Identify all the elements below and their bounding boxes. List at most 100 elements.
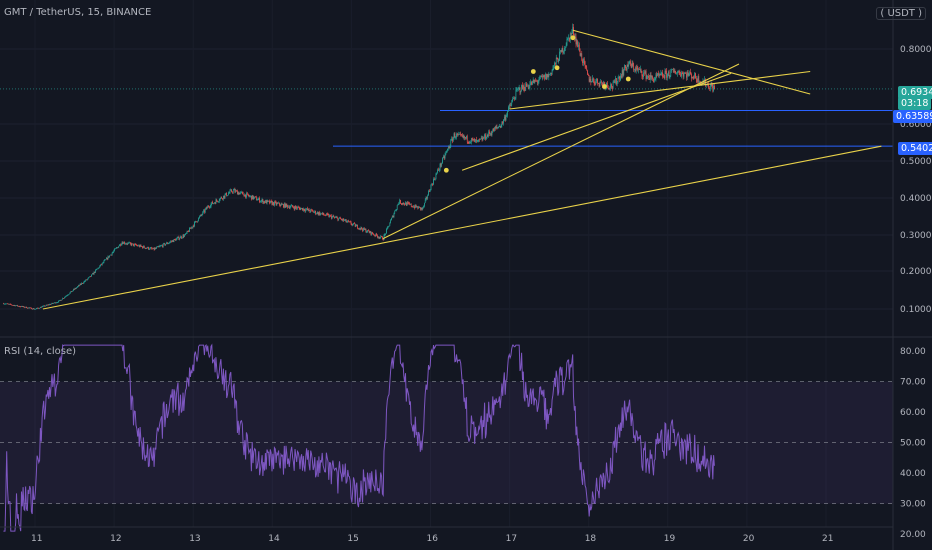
candle-body — [141, 246, 143, 248]
candle-body — [137, 245, 139, 247]
candle-body — [192, 225, 194, 228]
candle-body — [200, 214, 202, 216]
candle-body — [72, 290, 73, 292]
candle-body — [586, 66, 588, 71]
candle-body — [340, 218, 342, 220]
candle-body — [277, 203, 279, 204]
rsi-series[interactable] — [3, 343, 715, 532]
candle-body — [476, 140, 478, 142]
candle-body — [164, 243, 166, 246]
candle-body — [124, 243, 126, 245]
candle-body — [194, 221, 196, 223]
candle-body — [11, 304, 12, 306]
candle-body — [540, 76, 541, 77]
candle-body — [330, 215, 331, 217]
candle-body — [345, 219, 347, 222]
candle-body — [120, 244, 122, 246]
candle-body — [442, 157, 443, 164]
candle-body — [26, 307, 28, 309]
candle-body — [517, 87, 519, 89]
trendlines[interactable] — [42, 29, 882, 310]
candle-body — [8, 303, 10, 305]
candle-body — [672, 68, 673, 70]
candle-body — [89, 276, 91, 278]
candle-body — [529, 84, 531, 88]
candle-body — [331, 216, 333, 219]
candle-body — [633, 65, 635, 70]
horizontal-levels[interactable] — [0, 88, 893, 147]
candle-body — [360, 227, 362, 229]
candle-body — [544, 75, 546, 80]
candle-body — [257, 199, 259, 201]
candle-body — [30, 307, 31, 309]
candle-body — [573, 27, 574, 36]
candle-body — [599, 82, 601, 87]
candle-body — [636, 67, 638, 69]
candle-body — [396, 209, 397, 211]
candle-body — [355, 225, 357, 227]
candle-body — [53, 303, 54, 304]
candle-body — [565, 45, 567, 47]
time-tick-label: 21 — [822, 534, 833, 544]
candle-body — [369, 231, 371, 233]
candle-body — [255, 196, 256, 198]
candle-body — [644, 71, 646, 73]
candle-body — [25, 306, 26, 308]
candle-body — [625, 67, 627, 71]
candle-body — [49, 304, 50, 305]
candle-body — [126, 243, 128, 245]
candle-body — [653, 79, 655, 82]
candle-body — [343, 218, 345, 221]
candle-body — [324, 214, 326, 216]
candle-body — [449, 146, 451, 148]
candle-body — [460, 133, 462, 135]
currency-badge[interactable]: ( USDT ) — [876, 7, 926, 20]
candle-body — [467, 141, 469, 143]
candle-body — [443, 156, 445, 159]
candle-body — [367, 230, 368, 232]
candle-body — [194, 222, 195, 227]
candle-body — [203, 210, 204, 212]
candle-body — [711, 84, 713, 87]
candle-body — [401, 203, 403, 205]
candle-body — [23, 306, 25, 308]
candle-body — [594, 83, 596, 85]
candle-body — [564, 46, 566, 48]
candle-body — [7, 303, 8, 305]
price-candles[interactable] — [3, 23, 715, 310]
candle-body — [504, 116, 506, 120]
candle-body — [463, 135, 465, 139]
candle-body — [681, 72, 683, 74]
candle-body — [213, 202, 215, 204]
candle-body — [559, 51, 560, 61]
candle-body — [198, 217, 199, 221]
candle-body — [386, 227, 388, 229]
signal-marker — [530, 69, 536, 74]
candle-body — [593, 80, 595, 84]
candle-body — [704, 79, 705, 84]
candle-body — [67, 295, 68, 296]
candle-body — [56, 302, 58, 304]
candle-body — [527, 85, 528, 87]
candle-body — [77, 286, 78, 288]
candle-body — [120, 244, 121, 246]
candle-body — [471, 138, 472, 142]
candle-body — [649, 75, 651, 80]
candle-body — [218, 200, 220, 202]
signal-marker — [602, 84, 607, 89]
candle-body — [569, 37, 570, 41]
candle-body — [620, 75, 621, 80]
candle-body — [287, 205, 288, 208]
candle-body — [261, 199, 263, 201]
candle-body — [439, 163, 441, 170]
candle-body — [506, 115, 508, 117]
candle-body — [57, 302, 59, 304]
candle-body — [197, 220, 199, 222]
candle-body — [587, 70, 588, 75]
candle-body — [566, 39, 568, 46]
candle-body — [634, 69, 636, 71]
countdown-tag: 03:18 — [898, 97, 932, 110]
candle-body — [596, 78, 597, 81]
candle-body — [680, 74, 682, 77]
